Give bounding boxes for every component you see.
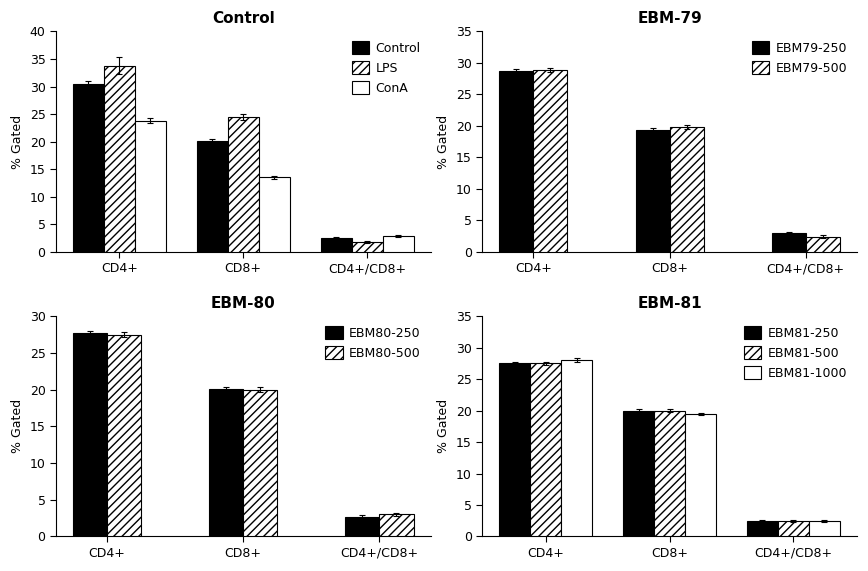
Bar	[534, 70, 568, 252]
Bar	[107, 335, 141, 537]
Bar	[104, 66, 135, 252]
Bar	[73, 84, 104, 252]
Bar	[352, 242, 383, 252]
Bar	[209, 389, 243, 537]
Bar	[772, 233, 806, 252]
Y-axis label: % Gated: % Gated	[11, 115, 24, 168]
Bar	[778, 521, 809, 537]
Bar	[227, 117, 259, 252]
Bar	[635, 130, 669, 252]
Bar	[809, 521, 840, 537]
Legend: EBM79-250, EBM79-500: EBM79-250, EBM79-500	[747, 38, 851, 79]
Bar	[259, 178, 290, 252]
Bar	[530, 363, 562, 537]
Bar	[383, 236, 413, 252]
Bar	[243, 389, 277, 537]
Y-axis label: % Gated: % Gated	[437, 399, 450, 453]
Bar	[562, 360, 592, 537]
Title: Control: Control	[212, 11, 274, 26]
Bar	[685, 414, 716, 537]
Bar	[654, 411, 685, 537]
Bar	[499, 71, 534, 252]
Bar	[669, 127, 704, 252]
Bar	[499, 363, 530, 537]
Legend: EBM81-250, EBM81-500, EBM81-1000: EBM81-250, EBM81-500, EBM81-1000	[740, 323, 851, 383]
Bar	[747, 521, 778, 537]
Title: EBM-81: EBM-81	[637, 296, 702, 311]
Y-axis label: % Gated: % Gated	[11, 399, 24, 453]
Bar	[320, 238, 352, 252]
Bar	[806, 236, 840, 252]
Bar	[73, 333, 107, 537]
Legend: EBM80-250, EBM80-500: EBM80-250, EBM80-500	[321, 323, 424, 364]
Title: EBM-79: EBM-79	[637, 11, 702, 26]
Y-axis label: % Gated: % Gated	[437, 115, 450, 168]
Bar	[345, 517, 379, 537]
Title: EBM-80: EBM-80	[211, 296, 276, 311]
Bar	[197, 141, 227, 252]
Bar	[379, 514, 413, 537]
Bar	[135, 120, 166, 252]
Legend: Control, LPS, ConA: Control, LPS, ConA	[348, 38, 424, 99]
Bar	[623, 411, 654, 537]
